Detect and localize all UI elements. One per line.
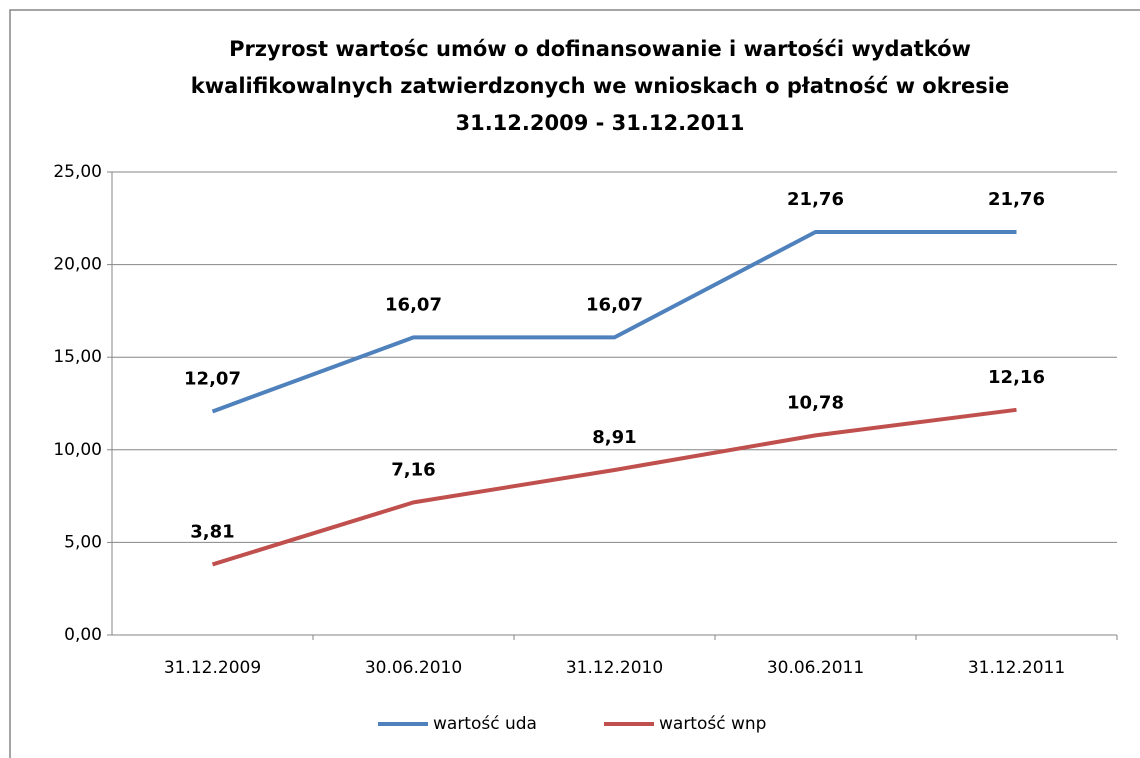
y-tick-label: 0,00 <box>64 625 102 645</box>
data-label: 10,78 <box>787 392 844 413</box>
x-tick-label: 31.12.2011 <box>968 658 1065 678</box>
x-tick-label: 30.06.2010 <box>365 658 462 678</box>
x-tick-label: 31.12.2010 <box>566 658 663 678</box>
y-tick-label: 5,00 <box>64 532 102 552</box>
data-label: 21,76 <box>988 189 1045 210</box>
y-tick-label: 20,00 <box>53 255 102 275</box>
chart-frame <box>9 9 1140 758</box>
y-tick-label: 15,00 <box>53 347 102 367</box>
data-label: 21,76 <box>787 189 844 210</box>
y-tick-label: 10,00 <box>53 440 102 460</box>
data-label: 16,07 <box>385 294 442 315</box>
data-label: 3,81 <box>190 521 234 542</box>
chart-title: Przyrost wartośc umów o dofinansowanie i… <box>229 37 971 61</box>
data-label: 7,16 <box>391 459 435 480</box>
chart-title: kwalifikowalnych zatwierdzonych we wnios… <box>191 74 1009 98</box>
y-tick-label: 25,00 <box>53 162 102 182</box>
chart-title: 31.12.2009 - 31.12.2011 <box>455 111 744 135</box>
series-line <box>211 230 1017 414</box>
data-label: 12,16 <box>988 367 1045 388</box>
data-label: 16,07 <box>586 294 643 315</box>
series-line <box>211 407 1017 567</box>
data-label: 8,91 <box>592 427 636 448</box>
x-tick-label: 30.06.2011 <box>767 658 864 678</box>
data-label: 12,07 <box>184 368 241 389</box>
legend-label: wartość uda <box>433 714 537 734</box>
legend-label: wartość wnp <box>659 714 766 734</box>
x-tick-label: 31.12.2009 <box>164 658 261 678</box>
